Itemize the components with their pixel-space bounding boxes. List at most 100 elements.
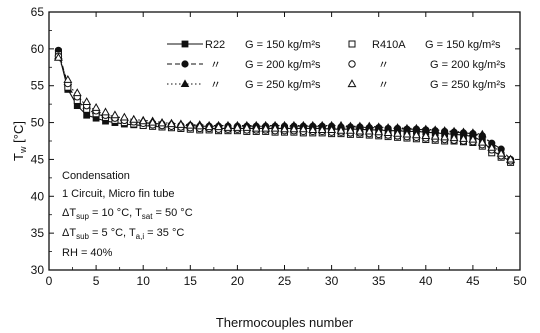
- point-5-19: [232, 122, 242, 131]
- legend-marker-2: [180, 79, 190, 87]
- point-5-15: [195, 121, 205, 130]
- x-tick-label-20: 20: [231, 274, 245, 288]
- legend-r410a-ditto-1: 〃: [378, 59, 389, 71]
- annotation-subcool-sub2: a,i: [136, 232, 145, 241]
- point-5-7: [119, 112, 129, 121]
- point-5-12: [167, 119, 176, 128]
- point-5-26: [298, 124, 308, 133]
- point-5-28: [317, 125, 327, 134]
- point-5-44: [468, 134, 478, 143]
- legend-r22-g250: G = 250 kg/m²s: [245, 79, 321, 91]
- point-5-18: [223, 122, 233, 131]
- legend-markers: [167, 40, 357, 88]
- y-axis-label-sub: w: [18, 146, 28, 154]
- point-5-29: [327, 125, 337, 134]
- legend-marker-3: [348, 40, 356, 48]
- point-5-22: [261, 123, 271, 132]
- point-5-9: [138, 116, 148, 125]
- annotation-superheat-b: = 10 °C, T: [89, 207, 142, 219]
- x-axis-label: Thermocouples number: [216, 315, 354, 330]
- point-5-42: [449, 133, 459, 142]
- legend-r22-label: R22: [205, 39, 225, 51]
- annotation-subcool-a: ΔT: [62, 227, 76, 239]
- legend-r22-g200: G = 200 kg/m²s: [245, 59, 321, 71]
- point-5-32: [355, 126, 365, 135]
- annotation-subcool: ΔTsub = 5 °C, Ta,i = 35 °C: [62, 227, 184, 241]
- legend: R22 G = 150 kg/m²s 〃 G = 200 kg/m²s 〃 G …: [167, 39, 506, 91]
- point-5-8: [129, 114, 139, 123]
- point-5-23: [270, 123, 280, 132]
- point-5-16: [204, 122, 214, 131]
- point-5-1: [63, 74, 73, 83]
- point-5-45: [477, 137, 487, 146]
- y-tick-label-40: 40: [31, 189, 45, 203]
- point-5-5: [101, 107, 110, 116]
- series-line-2: [57, 56, 511, 161]
- point-5-41: [440, 132, 450, 141]
- annotation-subcool-b: = 5 °C, T: [89, 227, 136, 239]
- y-tick-label-35: 35: [31, 226, 45, 240]
- point-5-10: [148, 117, 158, 126]
- point-5-30: [336, 125, 346, 134]
- x-tick-label-40: 40: [419, 274, 433, 288]
- y-axis-label: Tw [°C]: [11, 121, 28, 161]
- point-5-36: [393, 128, 402, 137]
- annotation-superheat-c: = 50 °C: [152, 207, 192, 219]
- point-5-35: [383, 128, 393, 136]
- point-5-11: [157, 118, 167, 127]
- point-5-20: [242, 122, 252, 131]
- point-2-45: [478, 129, 487, 138]
- point-5-17: [214, 122, 224, 131]
- y-axis-label-unit: [°C]: [11, 121, 26, 146]
- point-5-14: [185, 120, 195, 129]
- y-axis-label-main: T: [11, 153, 26, 161]
- point-5-2: [72, 88, 82, 97]
- point-5-47: [496, 148, 506, 157]
- point-5-27: [308, 125, 318, 134]
- y-tick-label-60: 60: [31, 42, 45, 56]
- point-5-0: [53, 52, 63, 61]
- point-5-13: [176, 119, 186, 128]
- point-5-39: [421, 131, 431, 139]
- point-5-37: [402, 129, 412, 138]
- x-tick-label-5: 5: [93, 274, 100, 288]
- legend-r410a-g250: G = 250 kg/m²s: [430, 79, 506, 91]
- point-5-38: [411, 130, 421, 139]
- svg-text:Tw [°C]: Tw [°C]: [11, 121, 28, 161]
- legend-marker-4: [348, 60, 356, 68]
- point-5-6: [110, 110, 120, 119]
- point-5-40: [430, 131, 440, 140]
- point-5-24: [280, 124, 289, 133]
- point-5-3: [82, 97, 92, 106]
- legend-r22-ditto-1: 〃: [210, 59, 221, 71]
- legend-r22-ditto-2: 〃: [210, 79, 221, 91]
- y-tick-label-30: 30: [31, 263, 45, 277]
- y-tick-label-50: 50: [31, 116, 45, 130]
- point-5-31: [345, 125, 355, 134]
- legend-r410a-label: R410A: [372, 39, 406, 51]
- legend-r22-g150: G = 150 kg/m²s: [245, 39, 321, 51]
- annotation-superheat-a: ΔT: [62, 207, 76, 219]
- annotation-subcool-sub1: sub: [76, 232, 89, 241]
- x-tick-label-50: 50: [513, 274, 527, 288]
- point-5-48: [506, 154, 516, 163]
- point-0-3: [83, 111, 91, 119]
- annotation-circuit: 1 Circuit, Micro fin tube: [62, 188, 174, 200]
- legend-marker-0: [181, 40, 189, 48]
- point-5-43: [459, 133, 468, 142]
- x-tick-label-10: 10: [137, 274, 151, 288]
- y-tick-label-45: 45: [31, 152, 45, 166]
- legend-marker-1: [181, 60, 189, 68]
- x-tick-label-15: 15: [184, 274, 198, 288]
- legend-marker-5: [347, 79, 357, 88]
- x-tick-label-35: 35: [372, 274, 386, 288]
- annotation-rh: RH = 40%: [62, 247, 113, 259]
- annotation-superheat-sub2: sat: [142, 212, 153, 221]
- point-5-4: [91, 103, 101, 111]
- annotation-subcool-c: = 35 °C: [144, 227, 184, 239]
- legend-r410a-ditto-2: 〃: [378, 79, 389, 91]
- y-tick-label-55: 55: [31, 79, 45, 93]
- series-layer: [53, 46, 516, 166]
- point-5-46: [487, 142, 497, 151]
